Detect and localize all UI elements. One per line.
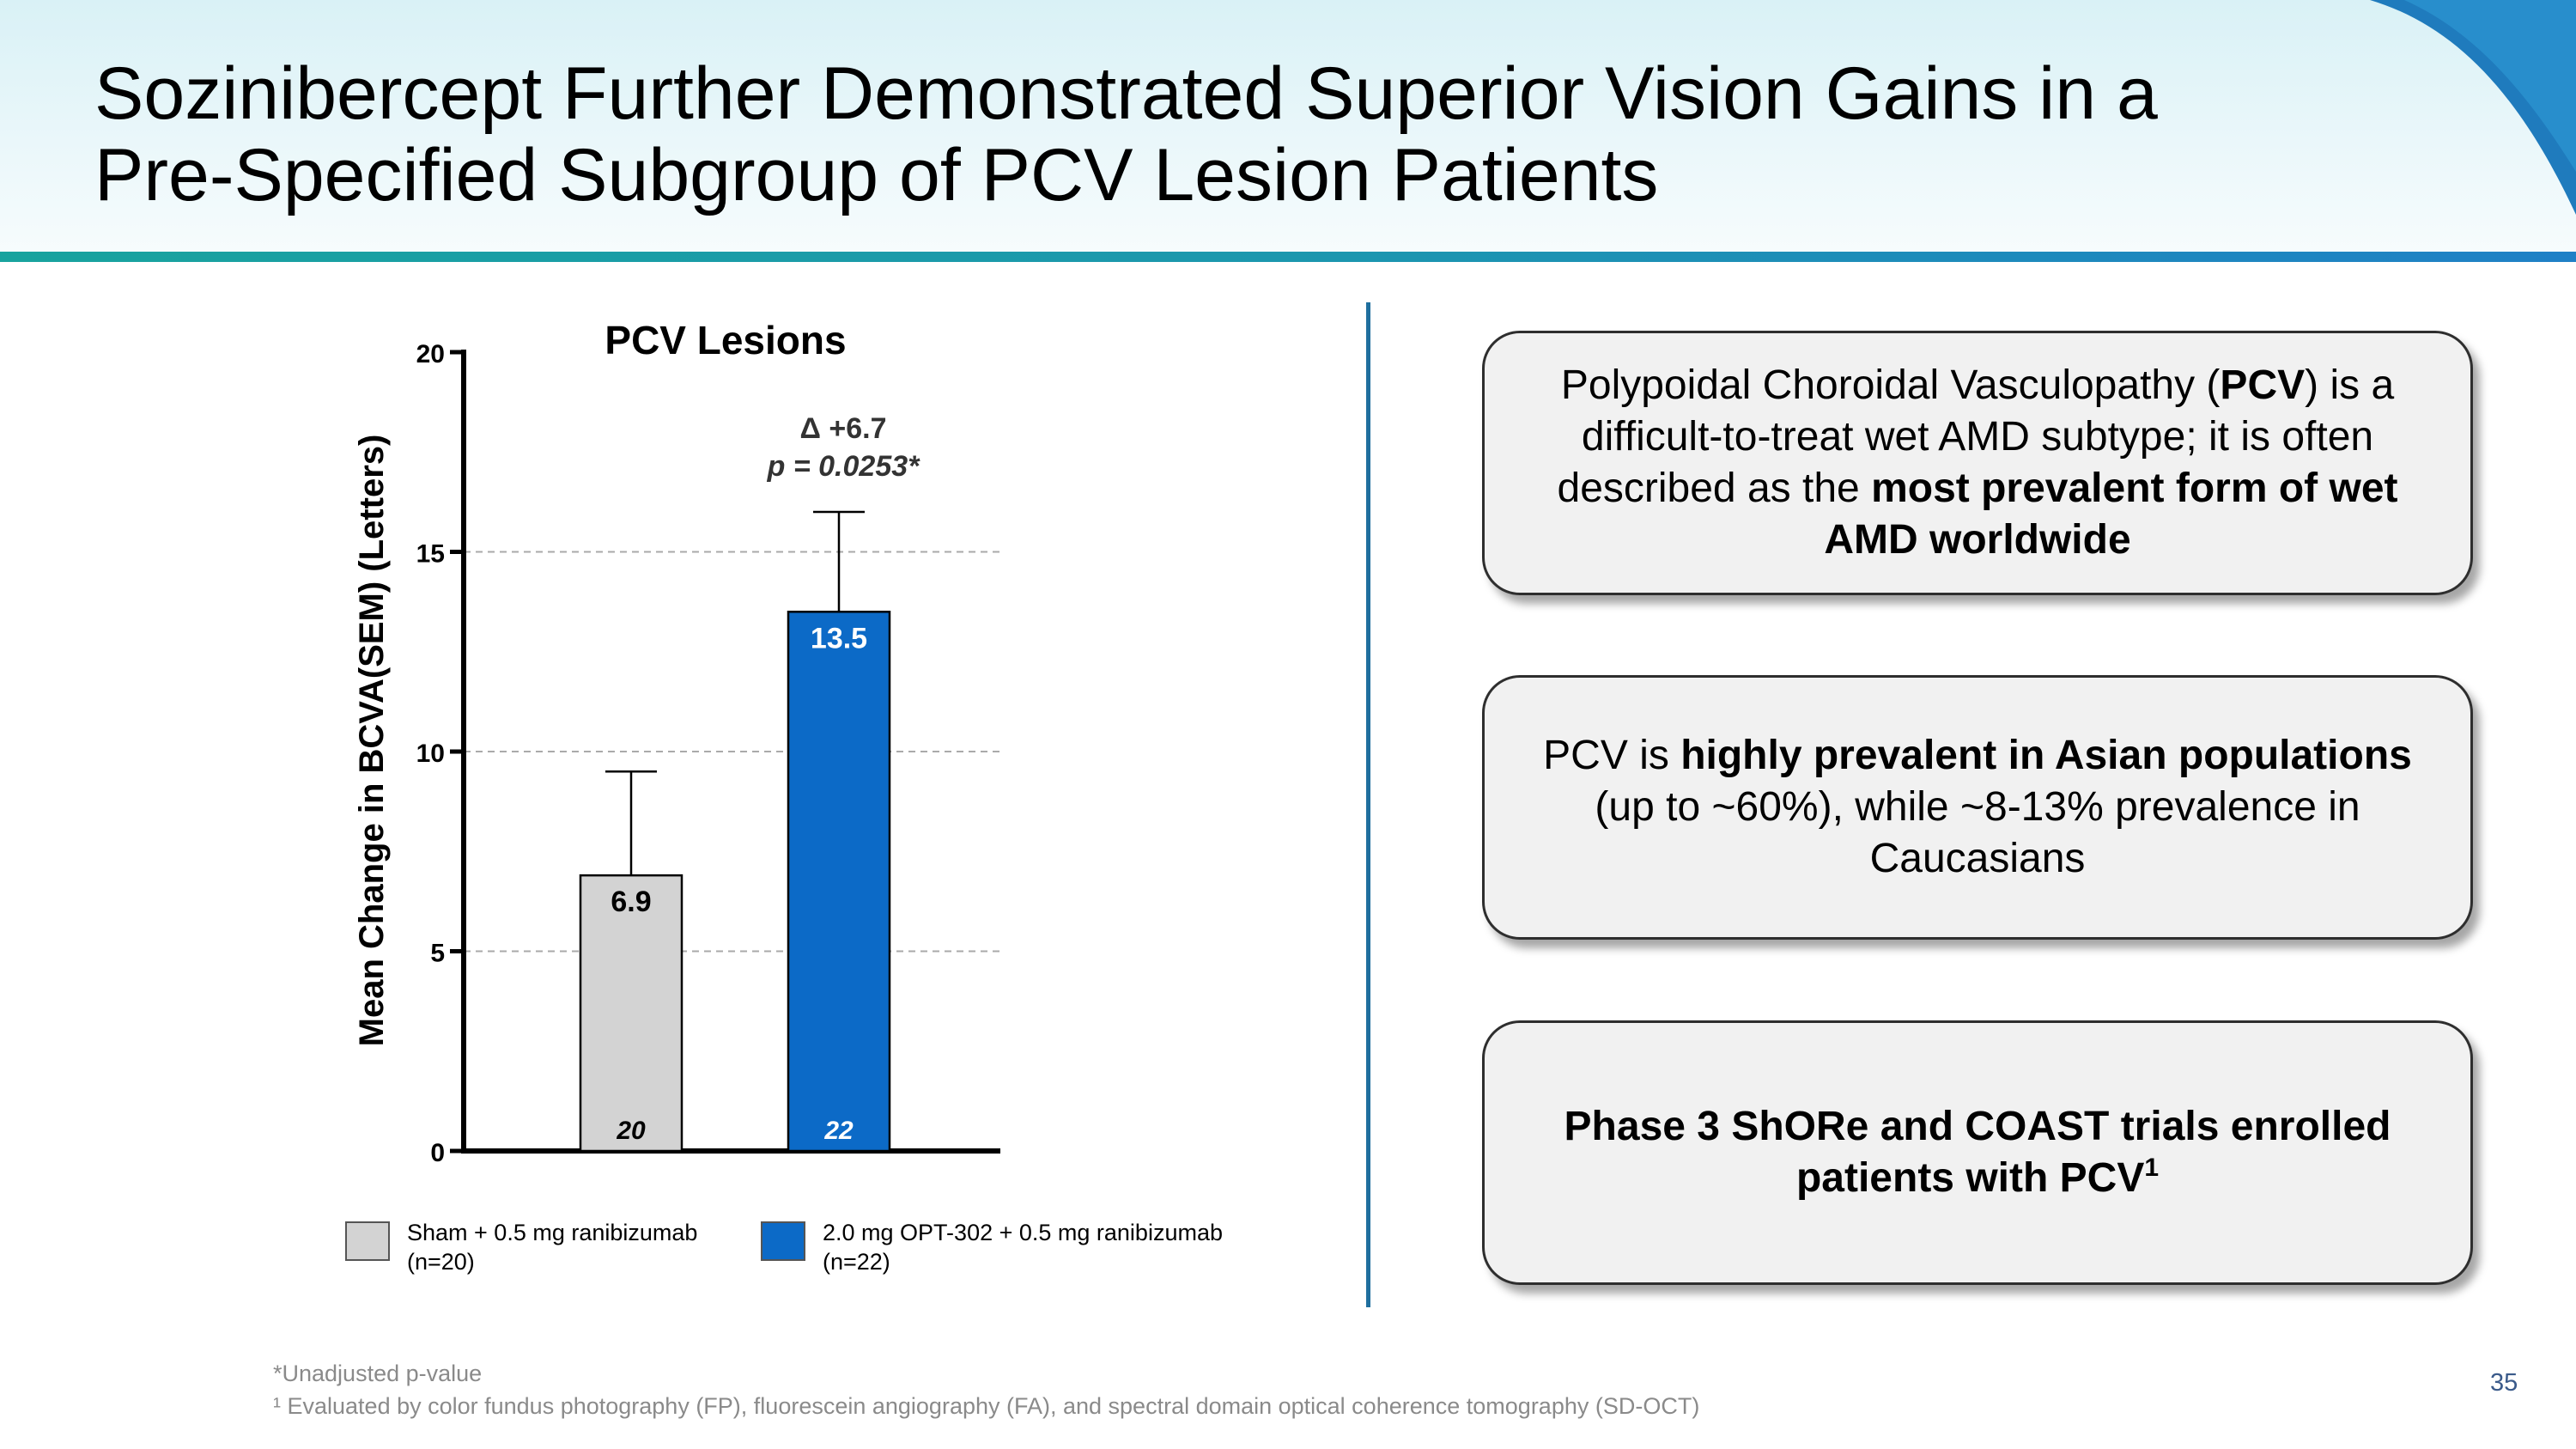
bar-value-label-sham: 6.9 <box>611 886 651 918</box>
legend-item-opt302: 2.0 mg OPT-302 + 0.5 mg ranibizumab (n=2… <box>761 1218 1269 1276</box>
info-box-prevalence: PCV is highly prevalent in Asian populat… <box>1482 675 2473 940</box>
legend-swatch-sham <box>345 1221 390 1261</box>
y-axis-label: Mean Change in BCVA(SEM) (Letters) <box>353 435 391 1047</box>
chart-title: PCV Lesions <box>605 318 846 362</box>
bar-sham <box>579 874 683 1153</box>
box1-text-b: ) is a difficult-to-treat wet AMD subtyp… <box>1557 362 2395 511</box>
legend-sham-line2: (n=20) <box>407 1249 475 1275</box>
y-tick-label-15: 15 <box>416 540 445 569</box>
box1-bold-a: PCV <box>2220 362 2306 408</box>
y-axis-ticks: 0 5 10 15 20 <box>416 340 464 1167</box>
footnote-evaluation: ¹ Evaluated by color fundus photography … <box>273 1393 1700 1419</box>
bar-n-label-sham: 20 <box>616 1117 646 1145</box>
legend-text-sham: Sham + 0.5 mg ranibizumab (n=20) <box>407 1218 785 1276</box>
gridlines <box>464 551 1000 953</box>
legend-item-sham: Sham + 0.5 mg ranibizumab (n=20) <box>345 1218 785 1276</box>
box3-bold-a: Phase 3 ShORe and COAST trials enrolled … <box>1564 1104 2391 1201</box>
box2-bold-a: highly prevalent in Asian populations <box>1680 733 2412 778</box>
info-box-prevalence-text: PCV is highly prevalent in Asian populat… <box>1519 730 2436 885</box>
legend-text-opt302: 2.0 mg OPT-302 + 0.5 mg ranibizumab (n=2… <box>823 1218 1269 1276</box>
page-title: Sozinibercept Further Demonstrated Super… <box>94 53 2327 216</box>
page-number: 35 <box>2490 1369 2518 1397</box>
vertical-divider <box>1366 302 1370 1307</box>
box2-text-a: PCV is <box>1543 733 1681 778</box>
box1-bold-b: most prevalent form of wet AMD worldwide <box>1824 466 2398 563</box>
bar-n-label-opt302: 22 <box>823 1117 854 1145</box>
box1-text-a: Polypoidal Choroidal Vasculopathy ( <box>1560 362 2221 408</box>
p-value-annotation: p = 0.0253* <box>767 450 921 483</box>
y-tick-label-20: 20 <box>416 340 445 368</box>
y-tick-label-5: 5 <box>430 940 445 968</box>
header-accent-line <box>0 252 2576 262</box>
legend-opt302-line1: 2.0 mg OPT-302 + 0.5 mg ranibizumab <box>823 1220 1223 1245</box>
y-tick-label-10: 10 <box>416 740 445 768</box>
box3-superscript: 1 <box>2144 1154 2160 1182</box>
page-title-line2: Pre-Specified Subgroup of PCV Lesion Pat… <box>94 134 1659 216</box>
bars: 6.9 20 13.5 22 <box>579 510 891 1153</box>
legend-opt302-line2: (n=22) <box>823 1249 890 1275</box>
footnote-unadjusted: *Unadjusted p-value <box>273 1361 483 1386</box>
legend-swatch-opt302 <box>761 1221 805 1261</box>
info-box-pcv-definition-text: Polypoidal Choroidal Vasculopathy (PCV) … <box>1519 360 2436 566</box>
box2-text-b: (up to ~60%), while ~8-13% prevalence in… <box>1595 784 2360 881</box>
page-title-line1: Sozinibercept Further Demonstrated Super… <box>94 52 2158 135</box>
bar-value-label-opt302: 13.5 <box>811 622 867 654</box>
header-swoosh-decoration <box>2370 0 2576 215</box>
legend-sham-line1: Sham + 0.5 mg ranibizumab <box>407 1220 698 1245</box>
header-background <box>0 0 2576 258</box>
delta-annotation: Δ +6.7 <box>799 412 886 445</box>
bar-opt302 <box>787 611 891 1153</box>
info-box-trials-text: Phase 3 ShORe and COAST trials enrolled … <box>1519 1101 2436 1204</box>
info-box-trials: Phase 3 ShORe and COAST trials enrolled … <box>1482 1020 2473 1285</box>
y-tick-label-0: 0 <box>430 1139 445 1167</box>
info-box-pcv-definition: Polypoidal Choroidal Vasculopathy (PCV) … <box>1482 331 2473 595</box>
